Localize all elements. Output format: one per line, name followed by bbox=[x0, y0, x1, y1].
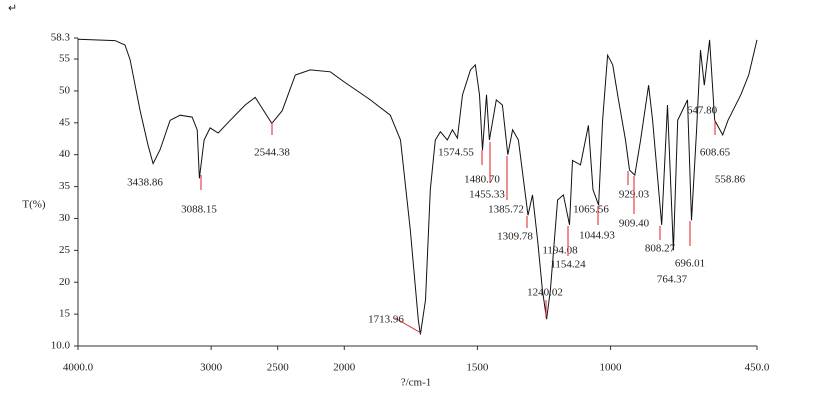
annotation: 808.27 bbox=[645, 243, 676, 255]
annotation: 608.65 bbox=[700, 147, 731, 159]
annotation: 909.40 bbox=[619, 218, 650, 230]
y-tick-label: 40 bbox=[59, 148, 71, 160]
y-tick-label: 25 bbox=[59, 244, 71, 256]
y-tick-label: 20 bbox=[59, 276, 71, 288]
annotation: 3438.86 bbox=[127, 177, 163, 189]
annotation-leader bbox=[394, 317, 422, 334]
annotation: 1154.24 bbox=[550, 259, 586, 271]
x-tick-label: 1000 bbox=[600, 362, 623, 374]
y-axis-label: T(%) bbox=[22, 199, 46, 211]
annotation: 558.86 bbox=[715, 174, 746, 186]
annotation: 2544.38 bbox=[254, 147, 290, 159]
x-tick-label: 3000 bbox=[200, 362, 223, 374]
x-axis-label: ?/cm-1 bbox=[401, 377, 432, 389]
annotation: 1385.72 bbox=[488, 204, 524, 216]
y-tick-label: 30 bbox=[59, 212, 71, 224]
y-tick-label: 55 bbox=[59, 53, 71, 65]
x-tick-label: 450.0 bbox=[745, 362, 770, 374]
spectrum-line bbox=[77, 38, 758, 335]
x-tick-label: 2500 bbox=[267, 362, 290, 374]
annotation: 647.80 bbox=[687, 105, 718, 117]
annotation: 1065.56 bbox=[573, 204, 609, 216]
x-tick-label: 2000 bbox=[333, 362, 356, 374]
corner-mark: ↵ bbox=[8, 3, 17, 15]
annotation: 1044.93 bbox=[579, 230, 615, 242]
annotation: 1194.08 bbox=[542, 245, 578, 257]
y-tick-label: 10.0 bbox=[51, 340, 71, 352]
annotation: 1713.96 bbox=[368, 314, 404, 326]
y-tick-label: 35 bbox=[59, 180, 71, 192]
annotation: 1455.33 bbox=[469, 189, 505, 201]
annotation: 3088.15 bbox=[181, 204, 217, 216]
annotation: 764.37 bbox=[657, 274, 688, 286]
y-tick-label: 58.3 bbox=[51, 32, 71, 44]
annotation: 1574.55 bbox=[438, 147, 474, 159]
annotation: 1480.70 bbox=[464, 174, 500, 186]
annotation: 1309.78 bbox=[497, 231, 533, 243]
x-tick-label: 4000.0 bbox=[63, 362, 94, 374]
y-tick-label: 45 bbox=[59, 116, 71, 128]
annotation: 696.01 bbox=[675, 258, 705, 270]
y-tick-label: 50 bbox=[59, 84, 71, 96]
y-tick-label: 15 bbox=[59, 308, 71, 320]
x-tick-label: 1500 bbox=[466, 362, 489, 374]
annotation: 1240.02 bbox=[527, 287, 563, 299]
